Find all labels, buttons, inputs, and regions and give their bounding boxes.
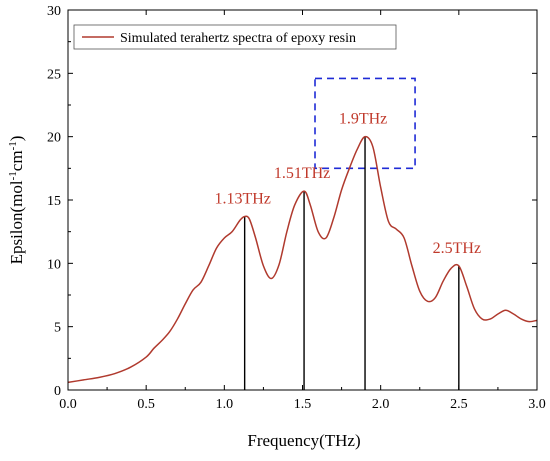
legend-label: Simulated terahertz spectra of epoxy res… bbox=[120, 31, 356, 46]
x-tick-label: 2.5 bbox=[450, 397, 468, 412]
y-axis-title: Epsilon(mol-1cm-1) bbox=[7, 136, 26, 265]
x-tick-label: 2.0 bbox=[372, 397, 390, 412]
series-line bbox=[67, 135, 538, 384]
legend-box bbox=[73, 24, 397, 50]
y-tick-label: 25 bbox=[47, 67, 61, 82]
peak-label: 2.5THz bbox=[433, 240, 481, 257]
y-tick-label: 15 bbox=[47, 194, 61, 209]
x-tick-label: 3.0 bbox=[528, 397, 546, 412]
plot-frame bbox=[67, 9, 538, 391]
y-tick-label: 20 bbox=[47, 131, 61, 146]
y-tick-label: 30 bbox=[47, 4, 61, 19]
x-tick-label: 0.5 bbox=[137, 397, 155, 412]
y-axis-title-mid: cm bbox=[7, 150, 26, 171]
axes: 0.0 0.5 1.0 1.5 2.0 2.5 3.0 0 5 10 15 20 25 30 bbox=[47, 4, 546, 412]
x-tick-label: 0.0 bbox=[59, 397, 77, 412]
x-tick-label: 1.5 bbox=[294, 397, 312, 412]
y-tick-label: 0 bbox=[54, 384, 61, 399]
x-axis-title: Frequency(THz) bbox=[247, 431, 360, 450]
x-tick-label: 1.0 bbox=[216, 397, 234, 412]
y-axis-title-sup1: -1 bbox=[7, 171, 19, 180]
y-axis-title-sup2: -1 bbox=[7, 141, 19, 150]
y-axis-title-base: Epsilon(mol bbox=[7, 180, 26, 264]
y-tick-label: 5 bbox=[54, 321, 61, 336]
legend: Simulated terahertz spectra of epoxy res… bbox=[73, 24, 397, 50]
y-axis-title-end: ) bbox=[7, 136, 26, 142]
y-tick-label: 10 bbox=[47, 257, 61, 272]
peak-label: 1.9THz bbox=[339, 111, 387, 128]
peak-droplines bbox=[243, 136, 460, 390]
peak-label: 1.51THz bbox=[274, 165, 330, 182]
series-layer bbox=[67, 135, 538, 384]
peak-label: 1.13THz bbox=[214, 190, 270, 207]
